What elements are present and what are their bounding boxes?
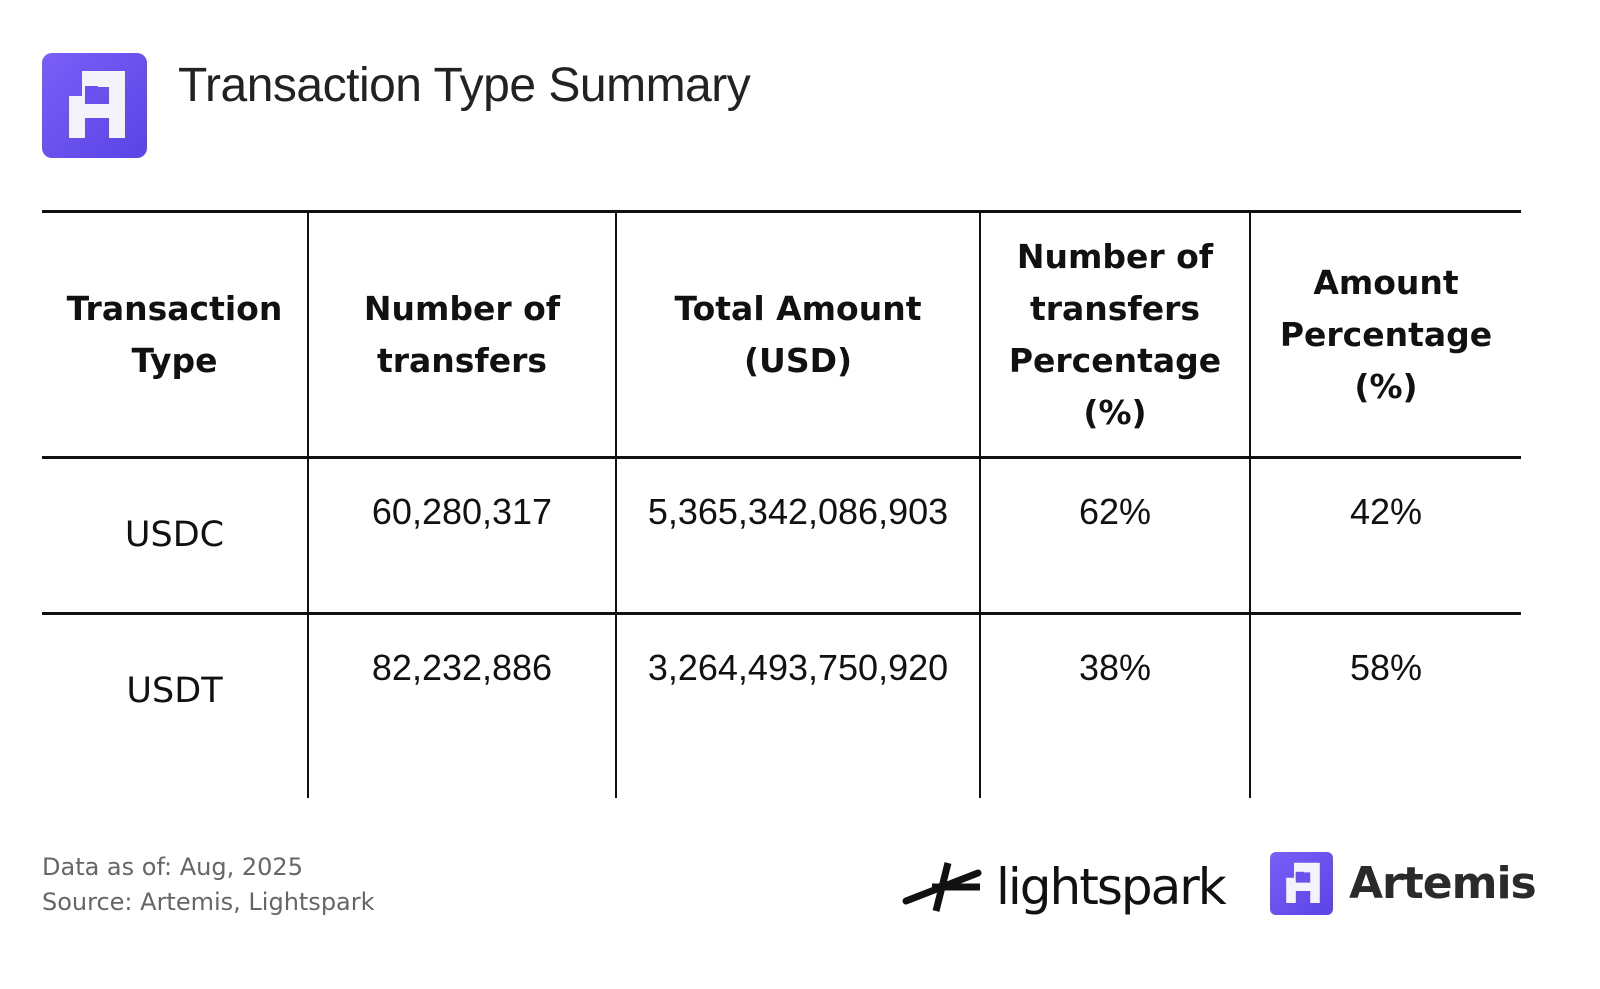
table-row: USDC 60,280,317 5,365,342,086,903 62% 42… [42,457,1521,614]
header-transfers-percentage: Number of transfers Percentage (%) [979,211,1251,458]
header-amount-percentage: Amount Percentage (%) [1249,211,1521,458]
header-transaction-type: Transaction Type [42,211,309,458]
lightspark-spark-icon [902,862,982,912]
artemis-wordmark: Artemis [1349,858,1537,909]
cell-type: USDT [42,613,309,798]
header-number-of-transfers: Number of transfers [307,211,617,458]
page-title: Transaction Type Summary [178,59,751,112]
source-note: Source: Artemis, Lightspark [42,888,375,916]
cell-amount: 3,264,493,750,920 [615,613,981,798]
artemis-logo: Artemis [1270,852,1537,915]
lightspark-logo: lightspark [902,852,1227,922]
cell-transfers: 82,232,886 [307,613,617,798]
cell-transfers-pct: 62% [979,457,1251,614]
lightspark-wordmark: lightspark [996,858,1227,916]
cell-transfers: 60,280,317 [307,457,617,614]
table-header-row: Transaction Type Number of transfers Total… [42,211,1521,458]
table-row: USDT 82,232,886 3,264,493,750,920 38% 58… [42,613,1521,798]
cell-type: USDC [42,457,309,614]
cell-transfers-pct: 38% [979,613,1251,798]
cell-amount: 5,365,342,086,903 [615,457,981,614]
cell-amount-pct: 58% [1249,613,1521,798]
artemis-logo-icon [42,53,147,158]
cell-amount-pct: 42% [1249,457,1521,614]
footer-notes: Data as of: Aug, 2025 Source: Artemis, L… [42,850,375,920]
artemis-logo-icon [1270,852,1333,915]
summary-table: Transaction Type Number of transfers Total… [42,210,1521,798]
header-total-amount: Total Amount (USD) [615,211,981,458]
data-as-of: Data as of: Aug, 2025 [42,853,303,881]
